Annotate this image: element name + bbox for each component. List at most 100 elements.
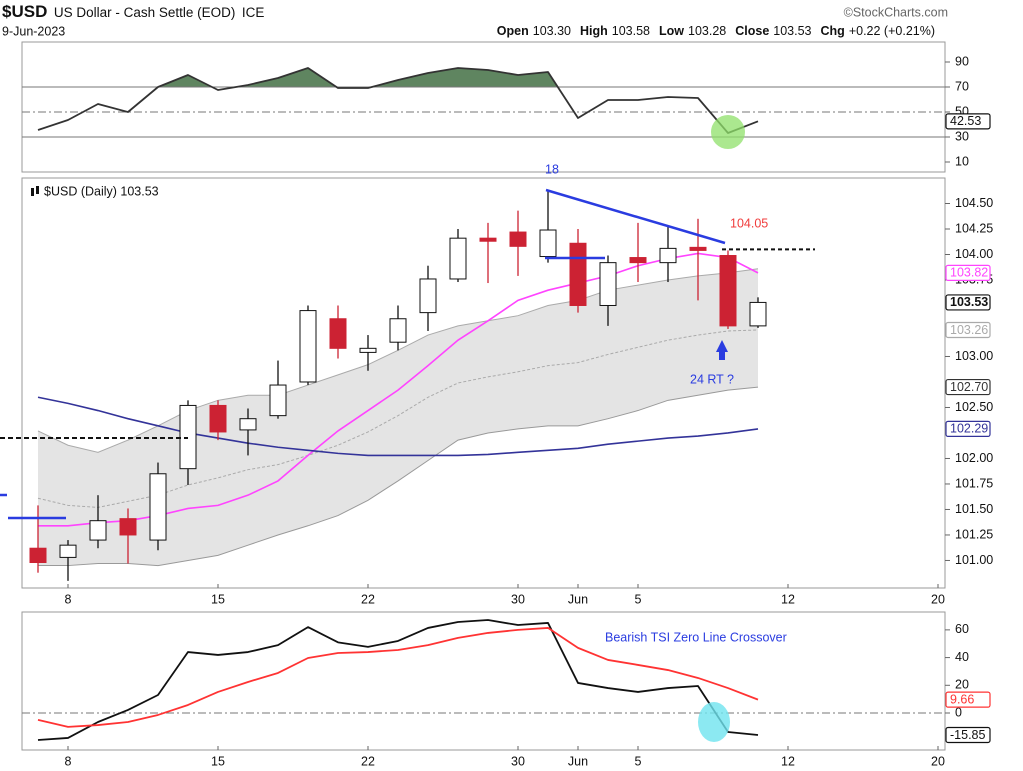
y-tick-label: 70 bbox=[955, 79, 969, 93]
x-tick-label: 5 bbox=[635, 592, 642, 606]
panel-frame bbox=[21, 611, 946, 751]
series-line bbox=[37, 67, 759, 134]
x-tick-label: 15 bbox=[211, 592, 225, 606]
quote: Open 103.30 High 103.58 Low 103.28 Close 103.53… bbox=[497, 24, 935, 38]
exchange: ICE bbox=[242, 5, 265, 20]
icon-bar bbox=[31, 188, 34, 196]
candle-body bbox=[269, 384, 287, 417]
quote-value: 103.28 bbox=[688, 24, 726, 38]
candle-body bbox=[509, 231, 527, 247]
quote-label: Open bbox=[497, 24, 529, 38]
y-tick-label: 101.75 bbox=[955, 476, 993, 490]
panel-frame bbox=[21, 177, 946, 589]
y-tick-label: 60 bbox=[955, 622, 969, 636]
arrow bbox=[716, 340, 728, 360]
candle-body bbox=[179, 404, 197, 470]
y-tick-label: 104.25 bbox=[955, 221, 993, 235]
candle-body bbox=[89, 520, 107, 541]
candle-body bbox=[479, 237, 497, 242]
x-tick-label: 12 bbox=[781, 592, 795, 606]
end-label: 102.70 bbox=[950, 380, 988, 394]
end-label-box bbox=[945, 378, 991, 396]
end-label-box bbox=[945, 294, 991, 311]
end-labels: 42.53 102.70 103.26 103.82 102.29 103.53 -15.8… bbox=[945, 113, 991, 744]
series-line bbox=[37, 619, 759, 741]
end-label: 103.26 bbox=[950, 323, 988, 337]
panel-frame bbox=[21, 41, 946, 173]
trend-line bbox=[545, 188, 726, 245]
end-label-box bbox=[945, 321, 991, 339]
symbol-line: $USD US Dollar - Cash Settle (EOD) ICE bbox=[2, 2, 264, 21]
candle-body bbox=[59, 544, 77, 558]
end-label-box bbox=[945, 691, 991, 708]
candle-body bbox=[119, 518, 137, 536]
candle-body bbox=[689, 246, 707, 251]
end-label-box bbox=[945, 420, 991, 437]
x-tick-label: 20 bbox=[931, 592, 945, 606]
y-tick-label: 101.25 bbox=[955, 527, 993, 541]
annotation: 104.05 bbox=[730, 216, 768, 230]
x-tick-label: Jun bbox=[568, 592, 588, 606]
symbol: $USD bbox=[2, 2, 47, 21]
band-fill bbox=[38, 268, 758, 566]
candle-body bbox=[149, 473, 167, 541]
y-tick-label: 30 bbox=[955, 129, 969, 143]
y-tick-label: 103.00 bbox=[955, 349, 993, 363]
panel-title: $USD (Daily) 103.53 bbox=[44, 184, 159, 198]
quote-label: Low bbox=[659, 24, 684, 38]
candle-body bbox=[719, 255, 737, 327]
candle-body bbox=[209, 404, 227, 433]
quote-label: Close bbox=[735, 24, 769, 38]
highlight-circle bbox=[698, 702, 730, 742]
overbought-fill bbox=[38, 68, 758, 87]
y-tick-label: 101.50 bbox=[955, 502, 993, 516]
plot-layer: 9070503010104.50104.25104.00103.75103.00… bbox=[21, 41, 993, 768]
candle-body bbox=[329, 318, 347, 349]
candle-body bbox=[629, 257, 647, 264]
drawn-annotations bbox=[0, 115, 745, 742]
instrument-name: US Dollar - Cash Settle (EOD) bbox=[54, 5, 236, 20]
highlight-circle bbox=[711, 115, 745, 149]
y-tick-label: 90 bbox=[955, 54, 969, 68]
x-tick-label: 8 bbox=[65, 592, 72, 606]
end-label: -15.85 bbox=[950, 728, 985, 742]
quote-value: 103.58 bbox=[612, 24, 650, 38]
annotation: 24 RT ? bbox=[690, 372, 734, 386]
y-tick-label: 102.00 bbox=[955, 451, 993, 465]
candle-body bbox=[29, 547, 47, 564]
quote-value: 103.53 bbox=[773, 24, 811, 38]
candle-body bbox=[449, 237, 467, 280]
date: 9-Jun-2023 bbox=[2, 24, 65, 38]
candle-body bbox=[659, 247, 677, 264]
x-tick-label: 30 bbox=[511, 754, 525, 768]
annotation: Bearish TSI Zero Line Crossover bbox=[605, 630, 787, 644]
y-tick-label: 20 bbox=[955, 678, 969, 692]
watermark: ©StockCharts.com bbox=[844, 5, 948, 19]
candle-body bbox=[389, 318, 407, 343]
x-tick-label: 15 bbox=[211, 754, 225, 768]
quote-label: High bbox=[580, 24, 608, 38]
x-tick-label: 22 bbox=[361, 754, 375, 768]
end-label: 42.53 bbox=[950, 114, 981, 128]
y-tick-label: 104.00 bbox=[955, 247, 993, 261]
series-line bbox=[37, 627, 759, 728]
candle-body bbox=[359, 347, 377, 353]
y-tick-label: 40 bbox=[955, 650, 969, 664]
candle-body bbox=[419, 278, 437, 314]
quote-value: +0.22 (+0.21%) bbox=[849, 24, 935, 38]
moving-average bbox=[37, 396, 759, 457]
candle-body bbox=[569, 242, 587, 306]
band-line bbox=[38, 386, 759, 567]
end-label-box bbox=[945, 113, 991, 130]
y-tick-label: 102.50 bbox=[955, 400, 993, 414]
x-tick-label: 12 bbox=[781, 754, 795, 768]
end-label: 9.66 bbox=[950, 692, 974, 706]
icon-bar bbox=[36, 186, 39, 194]
x-tick-label: 30 bbox=[511, 592, 525, 606]
candle-body bbox=[749, 301, 767, 327]
candle-body bbox=[539, 229, 557, 258]
end-label-box bbox=[945, 726, 991, 744]
x-tick-label: 20 bbox=[931, 754, 945, 768]
end-label: 103.82 bbox=[950, 266, 988, 280]
